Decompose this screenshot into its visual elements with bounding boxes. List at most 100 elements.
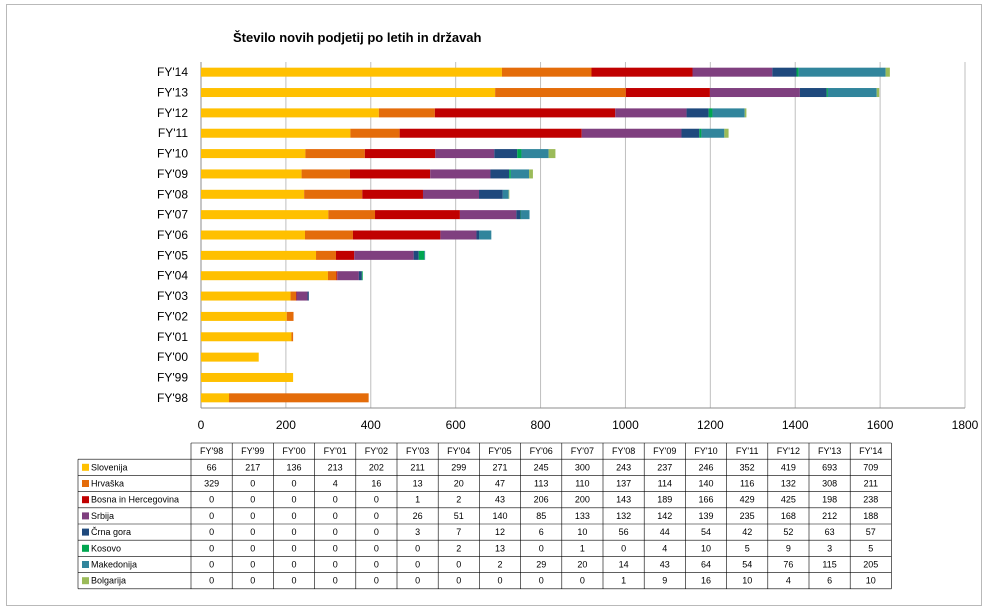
bar-segment: [201, 311, 287, 321]
y-category-label: FY'06: [157, 228, 188, 242]
bar-segment: [424, 250, 426, 260]
bar-segment: [201, 271, 328, 281]
bar-segment: [476, 230, 480, 240]
legend-key: [82, 544, 89, 552]
bar-segment: [304, 230, 353, 240]
bar-segment: [490, 169, 510, 179]
table-value-cell: 211: [864, 479, 878, 489]
table-value-cell: 329: [204, 479, 219, 489]
y-category-label: FY'13: [157, 86, 188, 100]
bar-segment: [548, 149, 556, 159]
table-value-cell: 43: [495, 495, 505, 505]
table-value-cell: 14: [619, 560, 629, 570]
bar-segment: [681, 128, 700, 138]
x-tick-label: 0: [198, 418, 205, 432]
table-value-cell: 0: [415, 543, 420, 553]
bar-segment: [625, 88, 710, 98]
table-value-cell: 0: [374, 543, 379, 553]
table-value-cell: 20: [577, 560, 587, 570]
table-value-cell: 200: [575, 495, 590, 505]
table-series-name: Bosna in Hercegovina: [91, 495, 179, 505]
table-value-cell: 300: [575, 462, 590, 472]
table-value-cell: 709: [863, 462, 878, 472]
table-value-cell: 0: [456, 576, 461, 586]
y-category-label: FY'07: [157, 208, 188, 222]
table-value-cell: 0: [333, 543, 338, 553]
table-value-cell: 0: [374, 511, 379, 521]
bar-segment: [229, 393, 369, 403]
table-value-cell: 132: [616, 511, 631, 521]
table-value-cell: 0: [333, 560, 338, 570]
bar-segment: [361, 271, 363, 281]
chart-frame: [6, 4, 982, 606]
bar-segment: [615, 108, 687, 118]
table-value-cell: 246: [698, 462, 713, 472]
legend-key: [82, 496, 89, 504]
bar-segment: [350, 128, 400, 138]
bar-segment: [286, 311, 294, 321]
table-value-cell: 47: [495, 479, 505, 489]
table-value-cell: 43: [660, 560, 670, 570]
table-value-cell: 0: [209, 560, 214, 570]
table-value-cell: 2: [497, 560, 502, 570]
table-value-cell: 5: [868, 543, 873, 553]
table-value-cell: 13: [413, 479, 423, 489]
table-value-cell: 0: [291, 495, 296, 505]
legend-key: [82, 480, 89, 487]
table-value-cell: 116: [740, 479, 754, 489]
table-header-cell: FY'06: [530, 446, 553, 456]
table-value-cell: 132: [781, 479, 796, 489]
bar-segment: [517, 149, 522, 159]
bar-segment: [375, 210, 460, 220]
table-value-cell: 64: [701, 560, 711, 570]
table-value-cell: 13: [495, 543, 505, 553]
y-category-label: FY'14: [157, 65, 188, 79]
y-category-label: FY'09: [157, 167, 188, 181]
bar-segment: [201, 250, 317, 260]
table-value-cell: 0: [333, 495, 338, 505]
chart-title: Število novih podjetij po letih in držav…: [233, 30, 482, 45]
y-category-label: FY'99: [157, 370, 188, 384]
table-value-cell: 2: [456, 495, 461, 505]
table-header-cell: FY'99: [241, 446, 264, 456]
table-value-cell: 0: [209, 511, 214, 521]
table-value-cell: 2: [456, 543, 461, 553]
table-value-cell: 54: [701, 527, 711, 537]
table-value-cell: 0: [333, 576, 338, 586]
table-value-cell: 205: [863, 560, 878, 570]
table-value-cell: 137: [616, 479, 631, 489]
y-category-label: FY'05: [157, 248, 188, 262]
table-value-cell: 54: [742, 560, 752, 570]
bar-segment: [364, 149, 436, 159]
bar-segment: [529, 169, 533, 179]
table-value-cell: 0: [209, 495, 214, 505]
table-header-cell: FY'05: [488, 446, 511, 456]
table-value-cell: 1: [580, 543, 585, 553]
table-value-cell: 42: [742, 527, 752, 537]
table-header-cell: FY'07: [571, 446, 594, 456]
table-value-cell: 63: [825, 527, 835, 537]
x-tick-label: 400: [361, 418, 381, 432]
table-value-cell: 0: [621, 543, 626, 553]
table-value-cell: 115: [822, 560, 836, 570]
bar-segment: [201, 108, 379, 118]
bar-segment: [724, 128, 729, 138]
table-value-cell: 142: [657, 511, 672, 521]
y-category-label: FY'03: [157, 289, 188, 303]
table-value-cell: 0: [456, 560, 461, 570]
bar-segment: [826, 88, 828, 98]
x-tick-label: 800: [531, 418, 551, 432]
bar-segment: [201, 128, 351, 138]
bar-segment: [744, 108, 747, 118]
table-value-cell: 271: [492, 462, 507, 472]
bar-segment: [708, 108, 713, 118]
table-value-cell: 0: [291, 511, 296, 521]
bar-segment: [799, 88, 827, 98]
bar-segment: [327, 271, 337, 281]
bar-segment: [434, 108, 616, 118]
table-value-cell: 0: [374, 560, 379, 570]
bar-segment: [709, 88, 800, 98]
table-value-cell: 237: [657, 462, 672, 472]
bar-segment: [337, 271, 359, 281]
